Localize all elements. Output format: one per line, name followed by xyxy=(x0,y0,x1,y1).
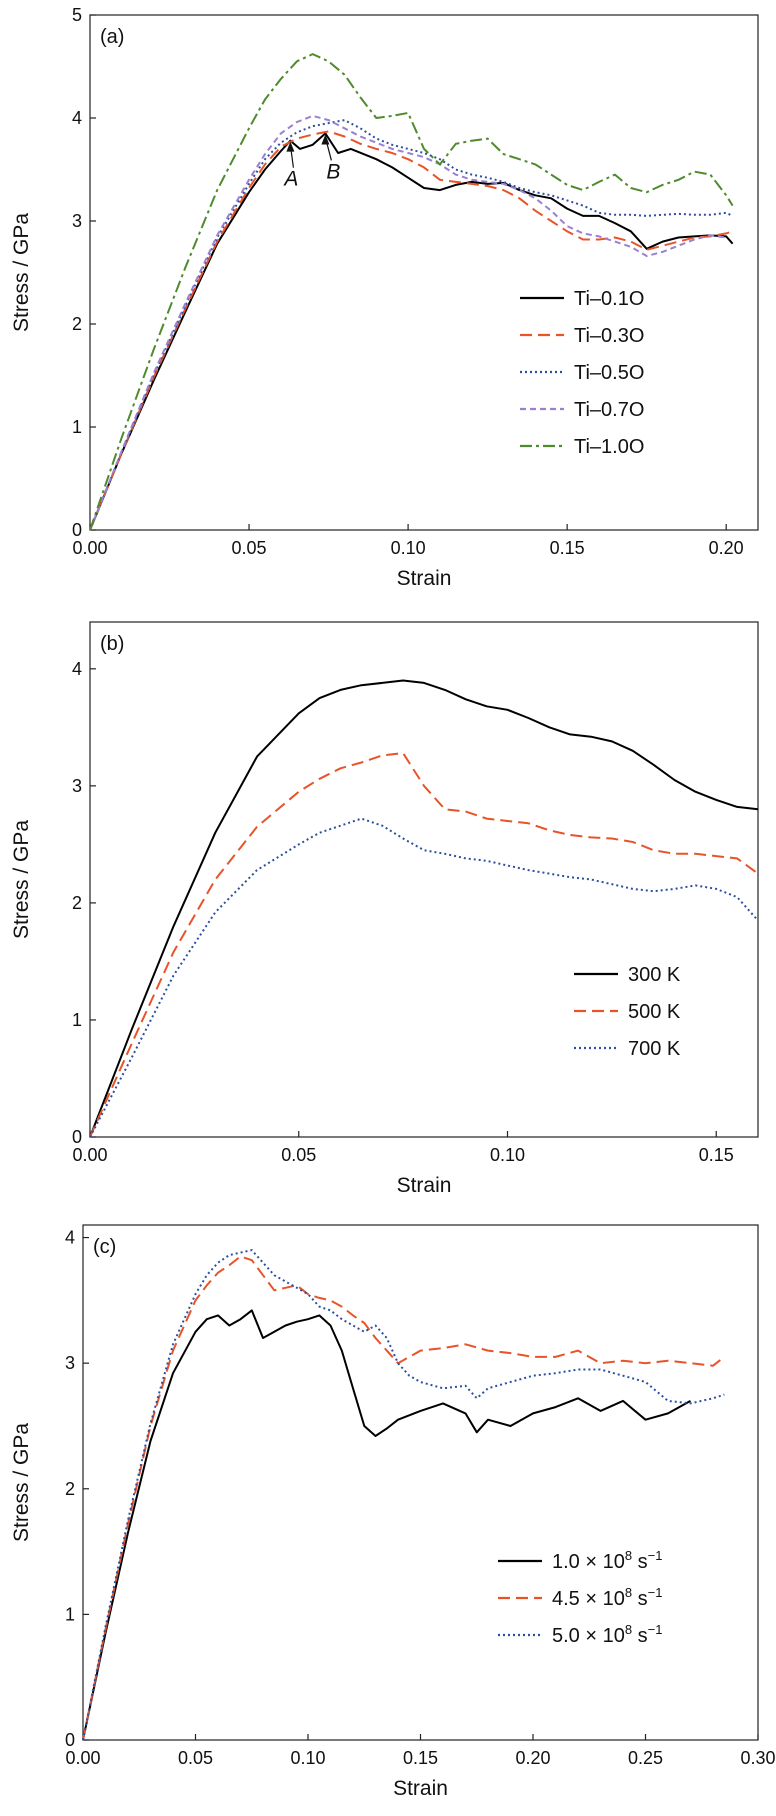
panel-a-y-tick-label: 1 xyxy=(72,417,82,437)
panel-a-x-tick-label: 0.15 xyxy=(550,538,585,558)
panel-c-series-line-3 xyxy=(82,1249,725,1741)
panel-a-y-tick-label: 3 xyxy=(72,211,82,231)
panel-a-annotation-arrowhead xyxy=(321,134,330,145)
panel-c-x-tick-label: 0.00 xyxy=(65,1748,100,1768)
panel-a-annotation-label: B xyxy=(326,160,340,183)
panel-a-y-tick-label: 5 xyxy=(72,5,82,25)
legend-a: Ti–0.1O Ti–0.3O Ti–0.5O Ti–0.7O Ti–1.0O xyxy=(520,288,644,458)
panel-b-y-tick-label: 4 xyxy=(72,659,82,679)
legend-b: 300 K 500 K 700 K xyxy=(574,964,681,1060)
panel-a-legend-label: Ti–0.7O xyxy=(574,399,644,421)
panel-c-x-axis-label: Strain xyxy=(393,1777,448,1800)
panel-b-series-line-3 xyxy=(89,817,759,1138)
panel-a-series-line-3 xyxy=(89,119,734,531)
panel-a-x-tick-label: 0.05 xyxy=(232,538,267,558)
panel-b-x-tick-label: 0.00 xyxy=(72,1145,107,1165)
panel-c-y-tick-label: 4 xyxy=(65,1228,75,1248)
panel-a-x-axis-label: Strain xyxy=(397,567,452,590)
panel-a-series-line-1 xyxy=(89,132,734,531)
panel-c-x-tick-label: 0.25 xyxy=(628,1748,663,1768)
panel-c-x-tick-label: 0.15 xyxy=(403,1748,438,1768)
panel-a-y-axis-label: Stress / GPa xyxy=(10,213,33,332)
panel-c: 0.00 0.05 0.10 0.15 0.20 0.25 0.30 0 1 2 3 4 Strain S… xyxy=(10,1224,776,1800)
panel-b: 0.00 0.05 0.10 0.15 0 1 2 3 4 Strain Stress / GPa (… xyxy=(10,621,759,1197)
panel-b-y-axis-label: Stress / GPa xyxy=(10,820,33,939)
panel-a-x-tick-label: 0.00 xyxy=(72,538,107,558)
panel-b-plot-frame xyxy=(89,621,759,1138)
panel-a-series-line-2 xyxy=(89,130,733,531)
panel-c-x-tick-label: 0.05 xyxy=(178,1748,213,1768)
panel-a-y-tick-label: 0 xyxy=(72,520,82,540)
panel-c-plot-frame xyxy=(82,1224,759,1741)
panel-b-legend-label: 300 K xyxy=(628,964,681,986)
panel-b-series-line-1 xyxy=(89,679,759,1138)
panel-a-series-line-4 xyxy=(89,114,727,531)
panel-c-series-line-1 xyxy=(82,1309,691,1741)
panel-c-y-tick-label: 0 xyxy=(65,1730,75,1750)
panel-a-annotation-arrowhead xyxy=(286,141,295,152)
panel-c-x-tick-label: 0.10 xyxy=(290,1748,325,1768)
panel-c-y-tick-label: 2 xyxy=(65,1479,75,1499)
panel-b-legend-label: 700 K xyxy=(628,1038,681,1060)
panel-a-plot-frame xyxy=(89,14,759,531)
panel-a-x-tick-label: 0.20 xyxy=(709,538,744,558)
panel-a-legend-label: Ti–1.0O xyxy=(574,436,644,458)
panel-b-y-tick-label: 1 xyxy=(72,1010,82,1030)
panel-b-y-tick-label: 0 xyxy=(72,1127,82,1147)
panel-b-x-tick-label: 0.10 xyxy=(490,1145,525,1165)
panel-a-series-line-5 xyxy=(89,53,734,531)
panel-c-panel-label: (c) xyxy=(93,1236,116,1258)
panel-a-legend-label: Ti–0.3O xyxy=(574,325,644,347)
legend-c: 1.0 × 108 s−1 4.5 × 108 s−1 5.0 × 108 s−1 xyxy=(498,1548,662,1647)
panel-a-y-tick-label: 2 xyxy=(72,314,82,334)
panel-a-legend-label: Ti–0.1O xyxy=(574,288,644,310)
panel-c-legend-label: 1.0 × 108 s−1 xyxy=(552,1548,662,1573)
panel-c-y-tick-label: 1 xyxy=(65,1604,75,1624)
panel-b-y-tick-label: 3 xyxy=(72,776,82,796)
panel-c-x-tick-label: 0.20 xyxy=(515,1748,550,1768)
panel-b-x-tick-label: 0.05 xyxy=(281,1145,316,1165)
panel-b-panel-label: (b) xyxy=(100,633,124,655)
panel-c-y-tick-label: 3 xyxy=(65,1353,75,1373)
panel-c-legend-label: 4.5 × 108 s−1 xyxy=(552,1585,662,1610)
panel-a-legend-label: Ti–0.5O xyxy=(574,362,644,384)
panel-c-x-tick-label: 0.30 xyxy=(740,1748,775,1768)
panel-b-x-tick-label: 0.15 xyxy=(699,1145,734,1165)
panel-a-y-tick-label: 4 xyxy=(72,108,82,128)
panel-a-panel-label: (a) xyxy=(100,26,124,48)
panel-c-series-line-2 xyxy=(82,1255,725,1741)
panel-b-legend-label: 500 K xyxy=(628,1001,681,1023)
panel-b-y-tick-label: 2 xyxy=(72,893,82,913)
panel-c-y-axis-label: Stress / GPa xyxy=(10,1423,33,1542)
panel-a-annotation-label: A xyxy=(282,168,298,191)
panel-b-x-axis-label: Strain xyxy=(397,1174,452,1197)
panel-b-series-line-2 xyxy=(89,752,759,1138)
panel-c-legend-label: 5.0 × 108 s−1 xyxy=(552,1622,662,1647)
panel-a-x-tick-label: 0.10 xyxy=(391,538,426,558)
panel-a: 0.00 0.05 0.10 0.15 0.20 0 1 2 3 4 5 Strain Stress /… xyxy=(10,5,759,590)
